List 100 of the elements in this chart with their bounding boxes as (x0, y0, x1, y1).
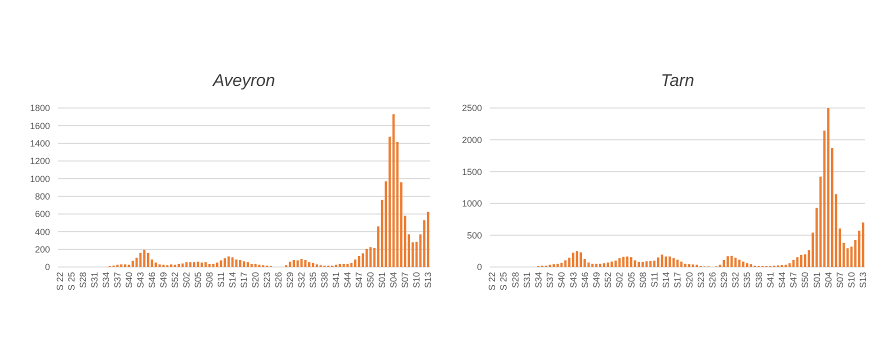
bar (338, 264, 342, 267)
y-tick-label: 400 (34, 226, 50, 237)
bar (572, 252, 574, 267)
x-tick-label: S50 (800, 272, 810, 288)
x-tick-label: S17 (239, 272, 250, 288)
x-tick-label: S44 (342, 272, 353, 288)
x-tick-label: S23 (696, 272, 706, 288)
bar (564, 260, 567, 267)
bar (653, 260, 656, 267)
bar (246, 262, 249, 267)
bar (746, 263, 748, 267)
x-tick-label: S38 (754, 272, 764, 288)
x-tick-label: S04 (388, 272, 399, 288)
x-tick-label: S49 (591, 272, 602, 288)
bar (599, 264, 602, 267)
bar (239, 260, 242, 267)
x-tick-label: S 25 (66, 272, 77, 291)
bar (354, 259, 356, 267)
y-tick-label: 0 (476, 262, 482, 272)
bar (350, 263, 353, 267)
bar (626, 256, 628, 267)
bar (288, 262, 292, 267)
x-tick-label: S10 (412, 272, 422, 288)
bar (308, 262, 310, 267)
bar (738, 260, 741, 267)
x-tick-label: S07 (835, 272, 846, 288)
bar (235, 259, 238, 267)
x-tick-label: S23 (262, 272, 272, 288)
bar (580, 252, 582, 267)
x-tick-label: S43 (568, 272, 578, 288)
x-tick-label: S20 (684, 272, 694, 288)
x-tick-label: S32 (730, 272, 741, 288)
x-tick-label: S34 (101, 272, 112, 288)
bar (614, 260, 617, 267)
x-tick-label: S47 (788, 272, 799, 288)
bar (668, 256, 671, 267)
bar (154, 262, 157, 267)
x-tick-label: S05 (626, 272, 636, 288)
x-tick-label: S50 (366, 272, 376, 288)
x-tick-label: S 22 (487, 272, 498, 291)
bar (170, 264, 172, 267)
bar (158, 264, 161, 267)
x-tick-label: S52 (603, 272, 614, 288)
x-tick-label: S34 (533, 272, 544, 288)
x-tick-label: S11 (216, 272, 226, 288)
x-tick-label: S13 (423, 272, 434, 288)
bar (250, 264, 253, 267)
x-tick-label: S14 (228, 272, 238, 288)
x-tick-label: S17 (672, 272, 683, 288)
x-tick-label: S02 (614, 272, 625, 288)
x-tick-label: S35 (742, 272, 752, 288)
x-tick-label: S08 (204, 272, 215, 288)
x-tick-label: S49 (158, 272, 169, 288)
x-tick-label: S28 (78, 272, 88, 288)
x-tick-label: S31 (90, 272, 100, 288)
bar (556, 264, 559, 267)
x-tick-label: S40 (556, 272, 567, 288)
x-tick-label: S08 (638, 272, 648, 288)
y-tick-label: 600 (34, 209, 50, 220)
y-tick-label: 1500 (462, 166, 482, 177)
bar (304, 260, 307, 267)
bar (827, 108, 830, 267)
bar (602, 263, 606, 267)
bar (796, 257, 799, 267)
x-tick-label: S26 (707, 272, 718, 288)
bar (672, 258, 675, 267)
bar (216, 262, 218, 267)
y-tick-label: 1400 (30, 138, 50, 148)
bar (726, 256, 729, 267)
x-tick-label: S46 (147, 272, 158, 288)
x-tick-label: S37 (112, 272, 123, 288)
bar (192, 262, 196, 267)
bar (316, 264, 318, 267)
x-tick-label: S14 (661, 272, 672, 288)
bar (143, 250, 146, 267)
bar (224, 258, 226, 267)
bar (132, 260, 134, 267)
x-tick-label: S13 (858, 272, 868, 288)
x-tick-label: S41 (331, 272, 342, 288)
bar (366, 248, 368, 267)
x-tick-label: S52 (170, 272, 180, 288)
bar (228, 256, 230, 267)
bar (742, 262, 744, 267)
x-tick-label: S28 (510, 272, 520, 288)
bar (181, 263, 184, 267)
y-tick-label: 1000 (30, 174, 50, 184)
x-tick-label: S29 (285, 272, 296, 288)
chart-title: Tarn (660, 71, 694, 90)
bar (730, 256, 733, 267)
x-tick-label: S35 (308, 272, 318, 288)
bar (630, 257, 632, 267)
bar (120, 264, 122, 267)
bar (788, 263, 791, 267)
x-tick-label: S37 (545, 272, 556, 288)
bar (342, 264, 345, 267)
y-tick-label: 1000 (462, 198, 482, 209)
bar (362, 253, 364, 267)
bar (642, 262, 644, 267)
x-tick-label: S44 (777, 272, 788, 288)
chart-title: Aveyron (212, 71, 276, 90)
